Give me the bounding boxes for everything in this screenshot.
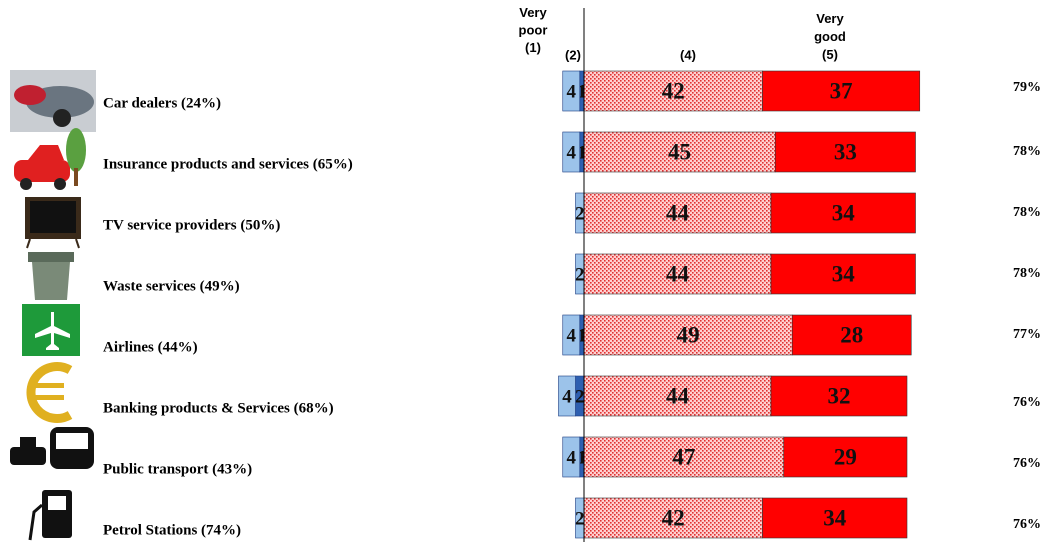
bar-segment — [583, 375, 772, 417]
bar-segment — [762, 497, 908, 539]
data-label: 28 — [840, 322, 863, 347]
bar-segment — [562, 436, 581, 478]
bar-segment — [770, 192, 916, 234]
data-label: 1 — [577, 142, 587, 163]
bar-segment — [583, 192, 772, 234]
total-label: 76% — [1013, 395, 1041, 410]
legend-label: (4) — [680, 47, 696, 62]
data-label: 29 — [834, 444, 857, 469]
icons — [10, 70, 96, 541]
total-label: 78% — [1013, 144, 1041, 159]
category-label: Banking products & Services (68%) — [103, 400, 334, 416]
data-label: 44 — [666, 261, 690, 286]
category-label: Airlines (44%) — [103, 339, 198, 355]
total-label: 78% — [1013, 266, 1041, 281]
car-icon — [10, 70, 96, 132]
category-label: Public transport (43%) — [103, 461, 252, 477]
category-label: TV service providers (50%) — [103, 217, 280, 233]
data-label: 2 — [575, 386, 585, 407]
data-label: 49 — [677, 322, 700, 347]
bin-icon — [28, 252, 74, 300]
data-label: 4 — [567, 142, 577, 163]
bar-segment — [562, 314, 581, 356]
data-label: 42 — [662, 78, 685, 103]
total-label: 78% — [1013, 205, 1041, 220]
data-label: 45 — [668, 139, 691, 164]
data-label: 2 — [575, 203, 585, 224]
bar-segment — [562, 70, 581, 112]
data-label: 44 — [666, 200, 690, 225]
data-label: 1 — [577, 325, 587, 346]
data-label: 4 — [567, 81, 577, 102]
bar-segment — [783, 436, 908, 478]
data-label: 34 — [832, 261, 856, 286]
category-label: Waste services (49%) — [103, 278, 240, 294]
legend-label: Very poor (1) — [519, 5, 548, 55]
legend-label: (2) — [565, 47, 581, 62]
bar-segment — [562, 131, 581, 173]
tv-icon — [25, 197, 81, 249]
data-label: 33 — [834, 139, 857, 164]
plot: Very poor (1) (2) (4) Very good (5) Car dealers … — [103, 5, 1041, 538]
bar-segment — [583, 253, 772, 295]
data-label: 47 — [672, 444, 695, 469]
data-label: 32 — [828, 383, 851, 408]
total-label: 76% — [1013, 517, 1041, 532]
bar-segment — [558, 375, 576, 417]
bar-segment — [770, 253, 916, 295]
data-label: 2 — [575, 508, 585, 529]
plane-icon — [22, 304, 80, 356]
total-label: 77% — [1013, 327, 1041, 342]
data-label: 37 — [830, 78, 853, 103]
total-label: 79% — [1013, 80, 1041, 95]
category-label: Car dealers (24%) — [103, 95, 221, 111]
transport-icon — [10, 427, 94, 469]
legend-label: Very good (5) — [814, 11, 846, 62]
bar-segment — [583, 70, 763, 112]
bar-segment — [770, 375, 908, 417]
data-label: 1 — [577, 447, 587, 468]
data-label: 34 — [832, 200, 856, 225]
data-label: 4 — [567, 447, 577, 468]
petrol-icon — [28, 490, 72, 541]
bar-segment — [583, 436, 785, 478]
data-label: 2 — [575, 264, 585, 285]
bar-segment — [583, 314, 793, 356]
data-label: 42 — [662, 505, 685, 530]
bar-segment — [791, 314, 912, 356]
data-label: 4 — [562, 386, 572, 407]
bar-segment — [774, 131, 916, 173]
euro-icon — [26, 362, 73, 423]
data-label: 4 — [567, 325, 577, 346]
category-label: Petrol Stations (74%) — [103, 522, 241, 538]
category-label: Insurance products and services (65%) — [103, 156, 353, 172]
insurance-icon — [14, 128, 86, 190]
bar-segment — [762, 70, 921, 112]
data-label: 34 — [823, 505, 847, 530]
total-label: 76% — [1013, 456, 1041, 471]
data-label: 1 — [577, 81, 587, 102]
data-label: 44 — [666, 383, 690, 408]
